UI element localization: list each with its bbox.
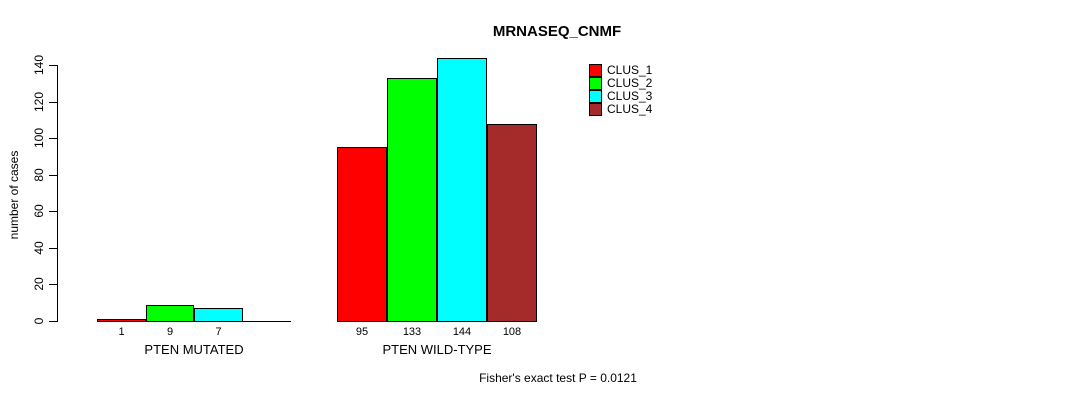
y-tick-mark <box>49 102 57 103</box>
bar-clus_2-pten-wild-type <box>387 78 437 322</box>
bar-value-label: 9 <box>166 326 174 338</box>
bar-clus_4-pten-wild-type <box>487 124 537 322</box>
bar-value-label: 133 <box>402 326 422 338</box>
y-tick-mark <box>49 321 57 322</box>
y-tick-label: 100 <box>32 127 46 149</box>
bar-clus_2-pten-mutated <box>146 305 194 322</box>
y-tick-mark <box>49 248 57 249</box>
legend-label: CLUS_3 <box>607 89 653 103</box>
bar-value-label: 95 <box>355 326 369 338</box>
legend-label: CLUS_2 <box>607 76 653 90</box>
bar-clus_1-pten-mutated <box>97 319 146 322</box>
y-tick-label: 20 <box>32 277 46 291</box>
bar-value-label: 7 <box>215 326 222 338</box>
y-tick-label: 40 <box>32 241 46 255</box>
bar-value-label: 1 <box>118 326 125 338</box>
y-axis-line <box>57 65 58 322</box>
bar-clus_3-pten-wild-type <box>437 58 487 322</box>
y-tick-label: 120 <box>32 91 46 113</box>
y-tick-mark <box>49 284 57 285</box>
legend-item-clus_3: CLUS_3 <box>589 90 652 103</box>
zero-height-bar-clus_4 <box>243 321 291 322</box>
group-label-pten-wild-type: PTEN WILD-TYPE <box>382 342 492 357</box>
bar-value-label: 108 <box>502 326 522 338</box>
y-axis-title: number of cases <box>7 150 21 240</box>
legend-swatch-icon <box>589 90 602 103</box>
group-label-pten-mutated: PTEN MUTATED <box>144 342 244 357</box>
bar-clus_3-pten-mutated <box>194 308 243 322</box>
y-tick-label: 140 <box>32 54 46 76</box>
legend-label: CLUS_1 <box>607 63 653 77</box>
y-tick-mark <box>49 175 57 176</box>
stat-annotation: Fisher's exact test P = 0.0121 <box>479 371 637 385</box>
legend-label: CLUS_4 <box>607 102 653 116</box>
legend-item-clus_2: CLUS_2 <box>589 77 652 90</box>
bar-clus_1-pten-wild-type <box>337 147 387 322</box>
y-tick-label: 60 <box>32 204 46 218</box>
chart-title: MRNASEQ_CNMF <box>492 23 622 40</box>
legend-swatch-icon <box>589 64 602 77</box>
y-tick-label: 0 <box>32 317 46 325</box>
legend-item-clus_1: CLUS_1 <box>589 64 652 77</box>
bar-value-label: 144 <box>452 326 472 338</box>
y-tick-mark <box>49 138 57 139</box>
legend-item-clus_4: CLUS_4 <box>589 103 652 116</box>
legend: CLUS_1 CLUS_2 CLUS_3 CLUS_4 <box>589 64 652 116</box>
legend-swatch-icon <box>589 77 602 90</box>
legend-swatch-icon <box>589 103 602 116</box>
y-tick-mark <box>49 211 57 212</box>
y-tick-mark <box>49 65 57 66</box>
y-tick-label: 80 <box>32 168 46 182</box>
